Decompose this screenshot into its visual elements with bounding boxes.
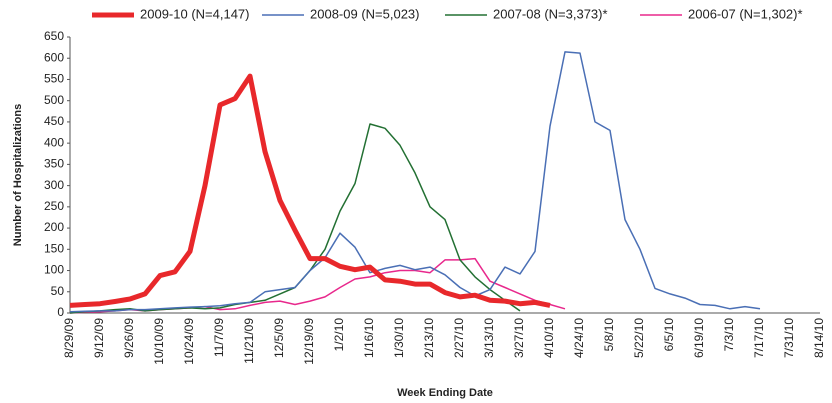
x-tick-label: 10/24/09 [182,318,196,365]
legend-label: 2006-07 (N=1,302)* [688,6,803,21]
x-tick-label: 9/12/09 [92,318,106,358]
x-tick-label: 5/8/10 [602,318,616,352]
series-line [69,51,761,313]
x-tick-label: 7/3/10 [722,318,736,352]
x-tick-label: 1/2/10 [332,318,346,352]
y-tick-label: 250 [44,199,64,213]
x-tick-label: 8/29/09 [62,318,76,358]
x-tick-label: 3/13/10 [482,318,496,358]
x-tick-label: 2/13/10 [422,318,436,358]
series-line [69,257,566,314]
y-tick-label: 350 [44,157,64,171]
x-tick-label: 7/31/10 [782,318,796,358]
series-line [69,123,521,314]
y-tick-label: 200 [44,220,64,234]
x-tick-label: 4/24/10 [572,318,586,358]
y-tick-label: 500 [44,93,64,107]
x-tick-label: 11/7/09 [212,318,226,357]
y-axis-title: Number of Hospitalizations [12,104,24,246]
legend-label: 2008-09 (N=5,023) [310,6,420,21]
x-tick-label: 5/22/10 [632,318,646,358]
series-line [69,73,551,308]
y-tick-label: 300 [44,178,64,192]
x-tick-label: 3/27/10 [512,318,526,358]
x-tick-label: 7/17/10 [752,318,766,358]
x-tick-label: 12/5/09 [272,318,286,358]
x-tick-label: 12/19/09 [302,318,316,365]
legend-label: 2009-10 (N=4,147) [140,6,250,21]
y-tick-label: 600 [44,50,64,64]
y-tick-label: 50 [51,284,65,298]
y-tick-label: 550 [44,72,64,86]
legend-label: 2007-08 (N=3,373)* [493,6,608,21]
x-tick-label: 6/5/10 [662,318,676,352]
x-tick-label: 6/19/10 [692,318,706,358]
x-tick-label: 8/14/10 [812,318,826,358]
y-tick-label: 0 [57,305,64,319]
x-tick-label: 2/27/10 [452,318,466,358]
x-tick-label: 1/16/10 [362,318,376,358]
x-tick-label: 10/10/09 [152,318,166,365]
y-tick-label: 150 [44,241,64,255]
x-tick-label: 4/10/10 [542,318,556,358]
x-tick-label: 1/30/10 [392,318,406,358]
y-tick-label: 650 [44,29,64,43]
y-tick-label: 450 [44,114,64,128]
y-tick-label: 400 [44,135,64,149]
x-tick-label: 11/21/09 [242,318,256,364]
x-axis-title: Week Ending Date [397,387,493,399]
y-tick-label: 100 [44,263,64,277]
x-tick-label: 9/26/09 [122,318,136,358]
